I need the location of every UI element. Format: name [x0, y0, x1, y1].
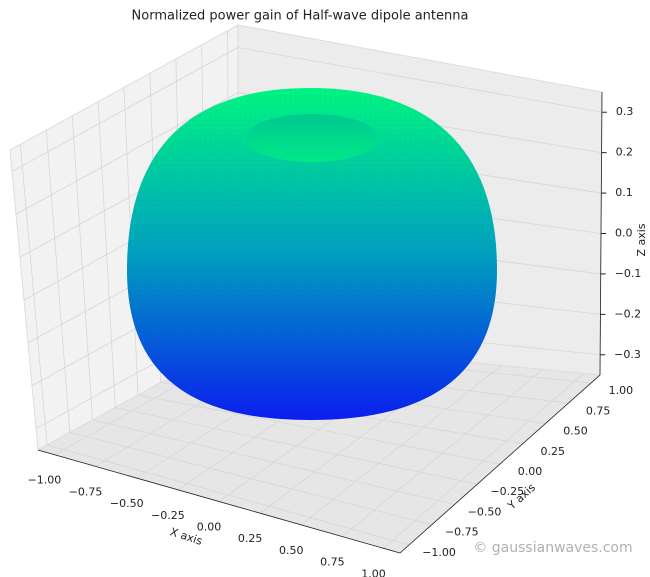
z-axis-label: Z axis: [635, 223, 648, 256]
y-tick-label: −0.50: [468, 505, 502, 518]
grid-line: [115, 407, 478, 485]
y-tick-label: 1.00: [609, 384, 634, 397]
z-tick-label: −0.3: [614, 348, 641, 361]
x-tick-label: −0.50: [110, 497, 144, 510]
x-tick-label: −1.00: [28, 474, 62, 487]
y-tick-label: 0.00: [518, 465, 543, 478]
grid-line: [137, 394, 501, 465]
z-tick-label: 0.2: [616, 146, 634, 159]
x-tick-label: −0.25: [151, 509, 185, 522]
grid-line: [11, 47, 239, 172]
z-tick-label: 0.3: [616, 105, 634, 118]
y-tick-label: −0.25: [490, 485, 524, 498]
surface-hole: [246, 114, 378, 162]
surface: [127, 88, 497, 420]
x-tick-label: 0.75: [320, 556, 345, 569]
z-tick-label: −0.2: [614, 307, 641, 320]
y-tick-label: −1.00: [422, 546, 456, 559]
y-tick-label: −0.75: [445, 526, 479, 539]
chart-title: Normalized power gain of Half-wave dipol…: [132, 9, 469, 24]
y-tick-label: 0.75: [586, 404, 611, 417]
x-tick-label: 1.00: [361, 567, 386, 577]
z-tick-label: 0.0: [615, 227, 633, 240]
x-tick-label: −0.75: [69, 485, 103, 498]
grid-line: [237, 47, 602, 113]
y-tick-label: 0.50: [563, 425, 588, 438]
x-tick-label: 0.00: [197, 521, 222, 534]
grid-line: [92, 419, 455, 505]
x-tick-label: 0.50: [279, 544, 304, 557]
grid-line: [46, 444, 410, 546]
surface-mesh: [127, 88, 497, 420]
grid-line: [69, 432, 432, 526]
x-axis-line: [37, 449, 401, 554]
z-tick-label: −0.1: [615, 267, 642, 280]
z-tick-label: 0.1: [615, 186, 633, 199]
y-tick-label: 0.25: [540, 445, 565, 458]
x-tick-label: 0.25: [238, 532, 263, 545]
y-axis-line: [399, 374, 601, 554]
watermark: © gaussianwaves.com: [473, 540, 632, 556]
